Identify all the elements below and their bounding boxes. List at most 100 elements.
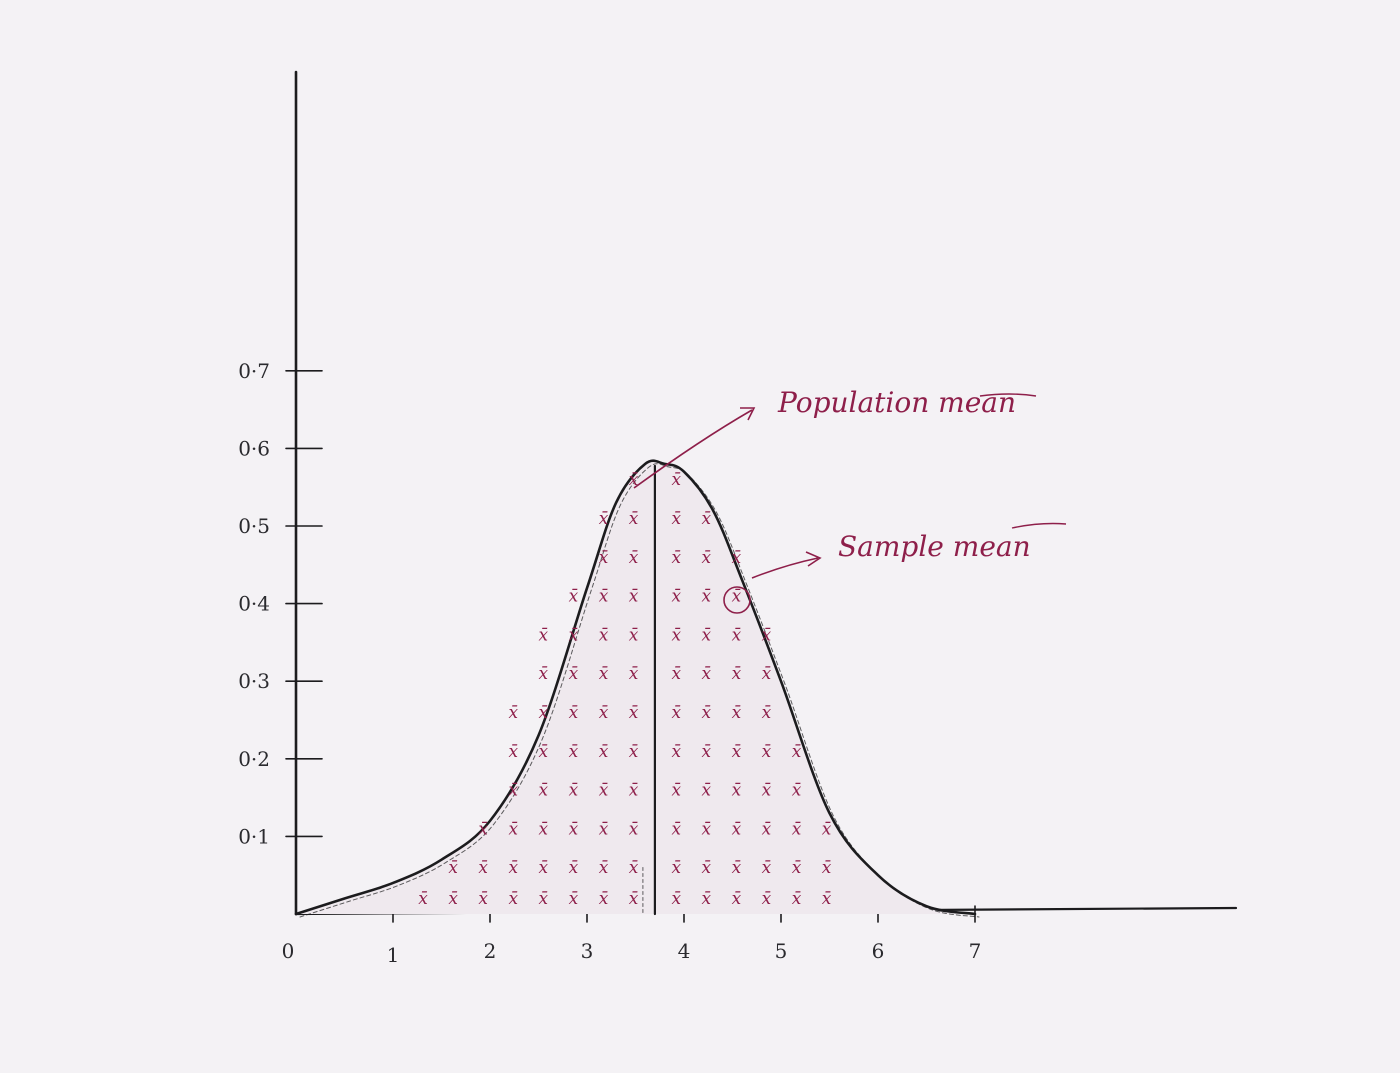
sample-mean-symbol: x̄ [671, 664, 681, 684]
sample-mean-symbol: x̄ [599, 587, 609, 607]
sample-mean-symbol: x̄ [671, 742, 681, 762]
distribution-curve [294, 459, 977, 916]
sample-mean-symbol: x̄ [539, 858, 549, 878]
sample-mean-symbol: x̄ [599, 781, 609, 801]
sample-mean-symbol: x̄ [539, 889, 549, 909]
sample-means: x̄ x̄ x̄ x̄ x̄ x̄ x̄ x̄ x̄ x̄ x̄ x̄ x̄ x̄ x̄ x̄ x̄ x̄ x̄ x̄… [418, 470, 832, 909]
sample-mean-symbol: x̄ [418, 889, 428, 909]
sample-mean-symbol: x̄ [569, 742, 579, 762]
sample-mean-symbol: x̄ [702, 858, 712, 878]
sample-mean-symbol: x̄ [792, 889, 802, 909]
axis-ticks: 0·1 0·2 0·3 0·4 0·5 0·6 0·7 0 1 2 3 4 5 6 7 [238, 359, 981, 967]
x-tick-label: 7 [969, 939, 982, 963]
sample-mean-symbol: x̄ [629, 587, 639, 607]
sample-mean-symbol: x̄ [599, 858, 609, 878]
sample-mean-symbol: x̄ [762, 625, 772, 645]
x-tick-label: 1 [387, 943, 400, 967]
sample-mean-symbol: x̄ [508, 742, 518, 762]
sample-mean-symbol: x̄ [702, 664, 712, 684]
x-tick-label: 5 [775, 939, 788, 963]
sample-mean-symbol: x̄ [702, 781, 712, 801]
sample-mean-symbol: x̄ [762, 703, 772, 723]
sample-mean-symbol: x̄ [478, 889, 488, 909]
y-tick-label: 0·2 [238, 747, 270, 771]
sample-mean-symbol: x̄ [569, 819, 579, 839]
sample-mean-symbol: x̄ [599, 664, 609, 684]
y-tick-label: 0·7 [238, 359, 270, 383]
sample-mean-symbol: x̄ [792, 819, 802, 839]
sample-mean-symbol: x̄ [732, 819, 742, 839]
sample-mean-symbol: x̄ [569, 781, 579, 801]
sample-mean-symbol: x̄ [599, 625, 609, 645]
sample-mean-symbol: x̄ [732, 781, 742, 801]
sample-mean-symbol: x̄ [448, 889, 458, 909]
sample-mean-symbol: x̄ [671, 781, 681, 801]
sample-mean-symbol: x̄ [508, 703, 518, 723]
distribution-curve-sketch [299, 463, 980, 918]
sample-mean-symbol: x̄ [732, 587, 742, 607]
sample-mean-symbol: x̄ [822, 889, 832, 909]
sample-mean-symbol: x̄ [629, 509, 639, 529]
sample-mean-symbol: x̄ [508, 781, 518, 801]
population-mean-annotation: Population mean [633, 386, 1037, 489]
sample-mean-symbol: x̄ [762, 858, 772, 878]
sample-mean-symbol: x̄ [671, 470, 681, 490]
sample-mean-symbol: x̄ [448, 858, 458, 878]
sample-mean-symbol: x̄ [539, 742, 549, 762]
sample-mean-symbol: x̄ [539, 703, 549, 723]
sample-mean-symbol: x̄ [629, 889, 639, 909]
sample-mean-symbol: x̄ [629, 470, 639, 490]
sample-mean-underline [1011, 522, 1067, 529]
sample-mean-symbol: x̄ [671, 509, 681, 529]
sample-mean-symbol: x̄ [478, 819, 488, 839]
sample-mean-arrow [751, 557, 819, 579]
sample-mean-symbol: x̄ [629, 781, 639, 801]
sample-mean-symbol: x̄ [762, 889, 772, 909]
x-tick-label: 2 [484, 939, 497, 963]
sample-mean-symbol: x̄ [478, 858, 488, 878]
sample-mean-symbol: x̄ [671, 819, 681, 839]
sample-mean-symbol: x̄ [539, 664, 549, 684]
sample-mean-symbol: x̄ [599, 819, 609, 839]
population-mean-label: Population mean [777, 386, 1016, 419]
sample-mean-symbol: x̄ [732, 703, 742, 723]
y-tick-label: 0·1 [238, 824, 270, 848]
sample-mean-symbol: x̄ [702, 703, 712, 723]
sample-mean-symbol: x̄ [732, 858, 742, 878]
sample-mean-symbol: x̄ [508, 819, 518, 839]
sample-mean-symbol: x̄ [508, 858, 518, 878]
sample-mean-symbol: x̄ [539, 625, 549, 645]
sample-mean-symbol: x̄ [762, 742, 772, 762]
y-tick-label: 0·5 [238, 514, 270, 538]
sample-mean-symbol: x̄ [792, 858, 802, 878]
sample-mean-symbol: x̄ [599, 548, 609, 568]
sample-mean-annotation: Sample mean [723, 522, 1067, 614]
sample-mean-symbol: x̄ [569, 664, 579, 684]
sample-mean-symbol: x̄ [792, 742, 802, 762]
sample-mean-symbol: x̄ [762, 781, 772, 801]
sample-mean-arrowhead [805, 551, 822, 567]
y-tick-label: 0·4 [238, 592, 270, 616]
sample-mean-symbol: x̄ [671, 625, 681, 645]
sample-mean-symbol: x̄ [599, 889, 609, 909]
sample-mean-symbol: x̄ [629, 858, 639, 878]
population-mean-underline [979, 393, 1037, 397]
sample-mean-symbol: x̄ [599, 742, 609, 762]
x-tick-label: 4 [678, 939, 691, 963]
sample-mean-symbol: x̄ [629, 703, 639, 723]
sample-mean-symbol: x̄ [569, 889, 579, 909]
sample-mean-symbol: x̄ [671, 858, 681, 878]
sample-mean-symbol: x̄ [702, 548, 712, 568]
sample-mean-symbol: x̄ [671, 548, 681, 568]
sample-mean-symbol: x̄ [629, 664, 639, 684]
sample-mean-symbol: x̄ [702, 509, 712, 529]
y-tick-label: 0·6 [238, 436, 270, 460]
sample-mean-symbol: x̄ [762, 664, 772, 684]
sample-mean-symbol: x̄ [732, 742, 742, 762]
distribution-area [296, 460, 975, 914]
sample-mean-symbol: x̄ [629, 548, 639, 568]
x-tick-label: 3 [581, 939, 594, 963]
sample-mean-symbol: x̄ [732, 889, 742, 909]
sample-mean-symbol: x̄ [732, 548, 742, 568]
sample-mean-symbol: x̄ [702, 587, 712, 607]
